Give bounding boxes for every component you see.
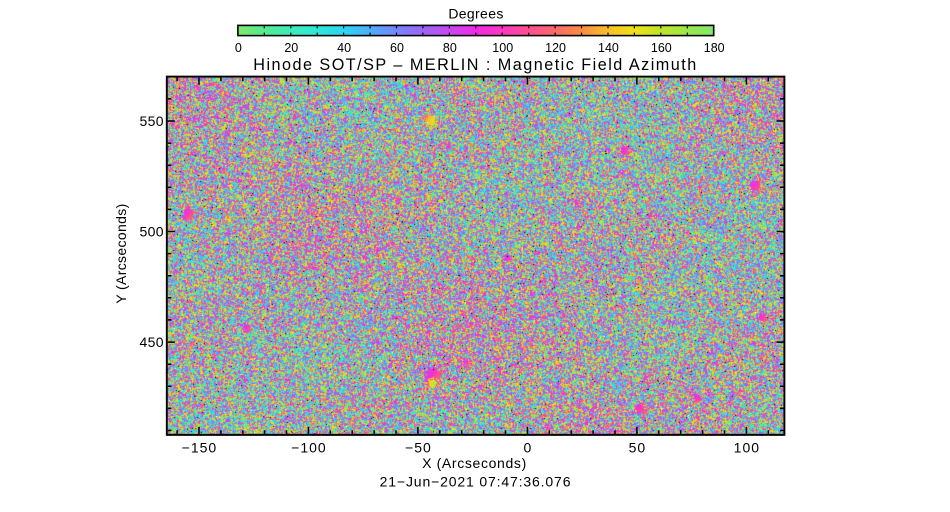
svg-text:Y (Arcseconds): Y (Arcseconds) (113, 203, 129, 303)
svg-text:60: 60 (390, 41, 404, 55)
svg-text:−50: −50 (405, 439, 432, 455)
svg-text:80: 80 (443, 41, 457, 55)
svg-text:180: 180 (704, 41, 725, 55)
svg-text:0: 0 (235, 41, 242, 55)
svg-text:Degrees: Degrees (448, 5, 503, 21)
svg-text:550: 550 (139, 113, 164, 129)
svg-text:450: 450 (139, 334, 164, 350)
svg-text:21−Jun−2021 07:47:36.076: 21−Jun−2021 07:47:36.076 (380, 474, 572, 490)
svg-text:100: 100 (492, 41, 513, 55)
svg-text:140: 140 (598, 41, 619, 55)
svg-text:120: 120 (545, 41, 566, 55)
svg-text:160: 160 (651, 41, 672, 55)
svg-text:0: 0 (524, 439, 533, 455)
svg-text:−150: −150 (182, 439, 218, 455)
svg-text:50: 50 (629, 439, 647, 455)
svg-text:20: 20 (284, 41, 298, 55)
svg-text:100: 100 (734, 439, 760, 455)
svg-text:X (Arcseconds): X (Arcseconds) (422, 455, 527, 471)
svg-text:Hinode SOT/SP – MERLIN : Magne: Hinode SOT/SP – MERLIN : Magnetic Field … (253, 56, 697, 74)
svg-text:40: 40 (337, 41, 351, 55)
svg-text:500: 500 (139, 224, 164, 240)
svg-text:−100: −100 (291, 439, 327, 455)
